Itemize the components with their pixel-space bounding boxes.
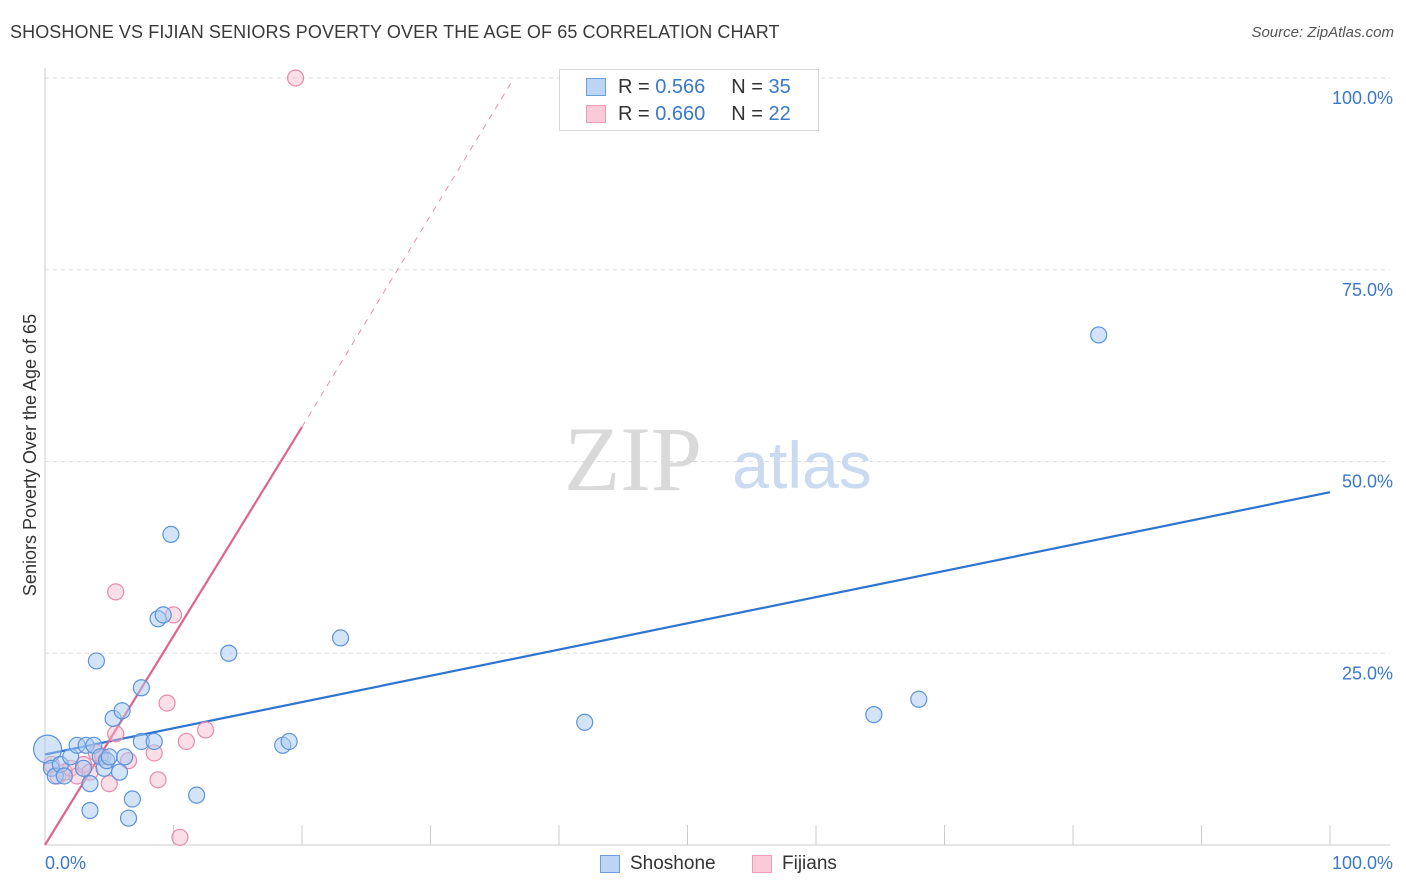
source-credit: Source: ZipAtlas.com (1251, 24, 1394, 41)
shoshone-point (132, 679, 150, 697)
shoshone-point (576, 713, 594, 731)
y-tick-label: 100.0% (1332, 88, 1393, 108)
chart-title: SHOSHONE VS FIJIAN SENIORS POVERTY OVER … (10, 22, 780, 42)
legend-swatch-fijians (586, 105, 606, 123)
legend-swatch-shoshone (586, 78, 606, 96)
fijian-point (197, 721, 215, 739)
axes (44, 68, 1390, 846)
shoshone-point (910, 690, 928, 708)
legend-r-value: 0.660 (655, 102, 706, 125)
y-tick-label: 75.0% (1342, 280, 1393, 300)
shoshone-point (154, 606, 172, 624)
shoshone-point (119, 809, 138, 827)
legend-n-label: N = (731, 75, 769, 98)
y-tick-label: 25.0% (1342, 663, 1393, 683)
fijian-point (158, 694, 176, 712)
x-tick-label: 100.0% (1332, 853, 1393, 873)
shoshone-point (113, 702, 131, 720)
fijian-trend-extension (301, 77, 515, 428)
bottom-legend-label-fijians: Fijians (782, 853, 837, 874)
legend-row-shoshone: R = 0.566 N = 35 (586, 74, 791, 100)
shoshone-point (865, 706, 883, 724)
bottom-legend-fijians: Fijians (752, 852, 837, 876)
shoshone-point (162, 525, 180, 543)
legend-r-label: R = (618, 102, 656, 125)
x-tick-label: 0.0% (45, 853, 86, 873)
shoshone-point (145, 732, 163, 751)
shoshone-point (220, 644, 238, 662)
shoshone-point (81, 801, 99, 820)
y-tick-label: 50.0% (1342, 472, 1393, 492)
bottom-legend-label-shoshone: Shoshone (630, 853, 716, 874)
fijian-point (149, 771, 167, 789)
bottom-legend-shoshone: Shoshone (600, 852, 716, 876)
shoshone-point (74, 759, 93, 777)
legend-r-value: 0.566 (655, 75, 706, 98)
bottom-legend-swatch-shoshone (600, 855, 620, 873)
fijian-point (286, 69, 305, 87)
shoshone-point (100, 748, 118, 766)
legend-row-fijians: R = 0.660 N = 22 (586, 101, 791, 127)
shoshone-point (81, 775, 99, 793)
shoshone-point (123, 790, 141, 808)
watermark-zip: ZIP (564, 408, 702, 510)
shoshone-points (32, 326, 1108, 827)
y-axis-label: Seniors Poverty Over the Age of 65 (20, 314, 40, 596)
shoshone-point (110, 763, 129, 781)
watermark: ZIP atlas (564, 408, 872, 510)
fijian-point (107, 725, 125, 743)
legend-n-label: N = (731, 102, 769, 125)
shoshone-point (1090, 326, 1108, 344)
fijian-point (171, 828, 189, 846)
bottom-legend-swatch-fijians (752, 855, 772, 873)
tick-labels: 25.0% 50.0% 75.0% 100.0% 0.0% 100.0% (45, 88, 1393, 873)
shoshone-point (331, 629, 350, 647)
shoshone-point (280, 732, 298, 751)
fijian-point (107, 583, 125, 601)
shoshone-point (188, 786, 206, 804)
legend-r-label: R = (618, 75, 656, 98)
fijian-point (177, 732, 195, 751)
fijian-point (100, 775, 118, 793)
legend-box: R = 0.566 N = 35 R = 0.660 N = 22 (559, 69, 819, 131)
watermark-atlas: atlas (732, 428, 871, 502)
shoshone-point (116, 748, 134, 766)
shoshone-trend-line (44, 491, 1331, 756)
gridlines (45, 77, 1390, 654)
legend-n-value: 35 (768, 75, 791, 98)
legend-n-value: 22 (768, 102, 791, 125)
shoshone-point (87, 652, 106, 670)
shoshone-point (55, 767, 73, 785)
